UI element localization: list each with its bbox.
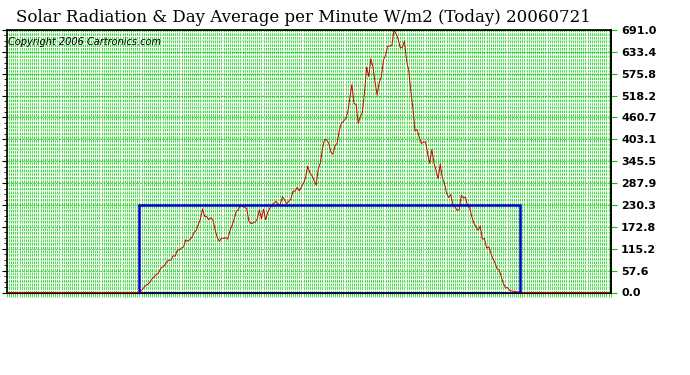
Bar: [139, 205, 520, 292]
Text: Solar Radiation & Day Average per Minute W/m2 (Today) 20060721: Solar Radiation & Day Average per Minute…: [16, 9, 591, 26]
Text: Copyright 2006 Cartronics.com: Copyright 2006 Cartronics.com: [8, 37, 161, 46]
